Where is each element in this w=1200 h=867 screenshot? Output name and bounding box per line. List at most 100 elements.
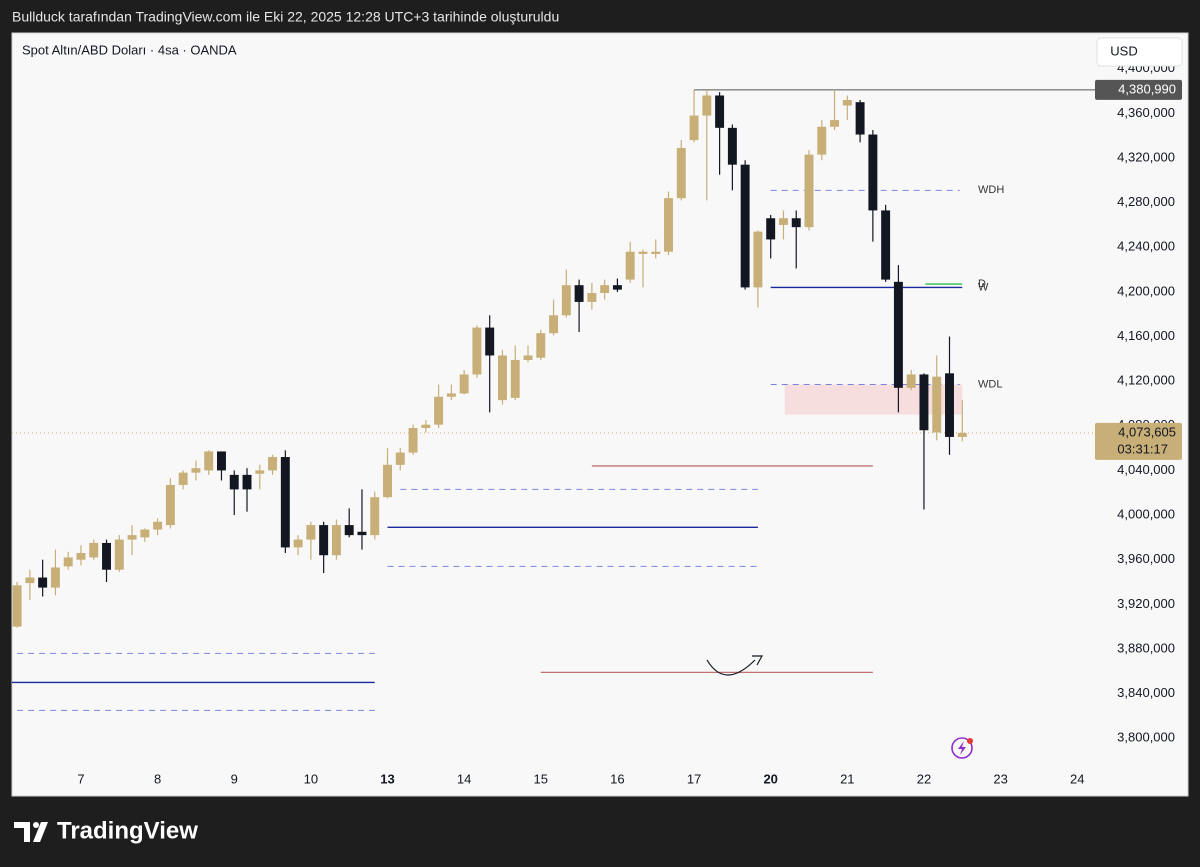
candle-body xyxy=(76,552,86,560)
candle-body xyxy=(536,333,546,358)
candle-body xyxy=(855,102,865,135)
candle-body xyxy=(140,529,150,538)
candle-body xyxy=(830,120,840,127)
chart-panel xyxy=(11,32,1189,797)
high-price-box xyxy=(1095,79,1182,100)
candle-body xyxy=(306,525,316,540)
candle-body xyxy=(472,327,482,375)
candle-body xyxy=(38,577,48,588)
candle-body xyxy=(153,521,163,530)
candle-body xyxy=(102,542,111,570)
y-tick-label: 4,120,000 xyxy=(1117,373,1175,388)
level-label: D xyxy=(978,278,986,290)
candle-body xyxy=(574,285,584,302)
x-tick-label: 9 xyxy=(231,771,238,786)
logo xyxy=(14,822,48,842)
candle-body xyxy=(204,451,214,471)
candle-body xyxy=(804,154,814,228)
candle-body xyxy=(625,251,635,280)
candle-body xyxy=(12,585,22,627)
candle-body xyxy=(497,355,507,401)
chart-title: Spot Altın/ABD Doları · 4sa · OANDA xyxy=(22,42,237,57)
x-tick-label: 22 xyxy=(917,771,931,786)
x-tick-label: 20 xyxy=(763,771,777,786)
candle-body xyxy=(868,134,878,211)
x-tick-label: 15 xyxy=(534,771,548,786)
candle-body xyxy=(957,432,967,437)
plot: 3,800,000 3,840,000 3,880,000 3,920,000 3,96… xyxy=(12,60,1182,786)
y-tick-label: 4,240,000 xyxy=(1117,239,1175,254)
candle-body xyxy=(408,428,418,453)
candle-body xyxy=(791,218,801,228)
x-tick-label: 13 xyxy=(380,771,394,786)
candle-body xyxy=(293,539,303,548)
candle-body xyxy=(600,285,610,293)
candle-body xyxy=(561,285,571,316)
candle-body xyxy=(178,472,188,485)
candle-body xyxy=(689,115,699,141)
candle-body xyxy=(331,525,341,556)
level-label: WDH xyxy=(978,184,1004,196)
candle-body xyxy=(242,474,252,490)
currency-button[interactable] xyxy=(1096,37,1183,67)
x-tick-label: 21 xyxy=(840,771,854,786)
x-tick-label: 17 xyxy=(687,771,701,786)
candle-body xyxy=(319,525,329,556)
y-tick-label: 4,000,000 xyxy=(1117,506,1175,521)
candle-body xyxy=(459,374,469,394)
candle-body xyxy=(523,355,533,360)
level-label: W xyxy=(978,281,989,293)
caption: Bullduck tarafından TradingView.com ile … xyxy=(12,9,559,25)
candle-body xyxy=(114,539,124,570)
candle-body xyxy=(191,468,201,473)
candle-body xyxy=(676,147,686,199)
flash-icon[interactable] xyxy=(951,737,973,759)
x-tick-label: 7 xyxy=(77,771,84,786)
x-tick-label: 23 xyxy=(993,771,1007,786)
level-label: WDL xyxy=(978,378,1002,390)
candle-body xyxy=(127,535,137,540)
candle-body xyxy=(702,95,712,116)
candle-body xyxy=(766,218,776,240)
candle-body xyxy=(395,452,405,465)
candle-body xyxy=(255,470,265,474)
candle-body xyxy=(778,218,788,225)
candle-body xyxy=(664,198,673,252)
y-tick-label: 4,200,000 xyxy=(1117,283,1175,298)
x-tick-label: 16 xyxy=(610,771,624,786)
candle-body xyxy=(50,567,60,588)
y-tick-label: 4,280,000 xyxy=(1117,194,1175,209)
candle-body xyxy=(587,292,597,302)
currency-label[interactable]: USD xyxy=(1110,43,1137,58)
candle-body xyxy=(63,557,73,567)
high-price-label: 4,380,990 xyxy=(1118,81,1176,96)
y-tick-label: 4,040,000 xyxy=(1117,462,1175,477)
candle-body xyxy=(165,484,175,526)
candle-body xyxy=(817,126,827,155)
arrow-head xyxy=(752,655,764,666)
candle-body xyxy=(893,281,903,388)
arrow xyxy=(706,659,756,676)
last-price-label: 4,073,605 xyxy=(1118,424,1176,439)
candle-body xyxy=(446,393,456,397)
y-tick-label: 4,320,000 xyxy=(1117,149,1175,164)
y-tick-label: 4,160,000 xyxy=(1117,328,1175,343)
candle-body xyxy=(945,373,954,437)
y-tick-label: 3,920,000 xyxy=(1117,596,1175,611)
candle-body xyxy=(881,210,891,280)
candle-body xyxy=(370,497,380,536)
candle-body xyxy=(229,474,239,490)
candle-body xyxy=(280,457,290,548)
candle-body xyxy=(919,374,929,431)
candle-body xyxy=(612,285,622,290)
candle-body xyxy=(268,457,278,471)
candle-body xyxy=(727,127,737,165)
candle-body xyxy=(357,531,367,536)
candle-body xyxy=(89,542,99,558)
candle-body xyxy=(216,451,226,471)
y-tick-label: 3,800,000 xyxy=(1117,730,1175,745)
candle-body xyxy=(932,376,942,433)
y-tick-label: 3,960,000 xyxy=(1117,551,1175,566)
x-tick-label: 10 xyxy=(304,771,318,786)
